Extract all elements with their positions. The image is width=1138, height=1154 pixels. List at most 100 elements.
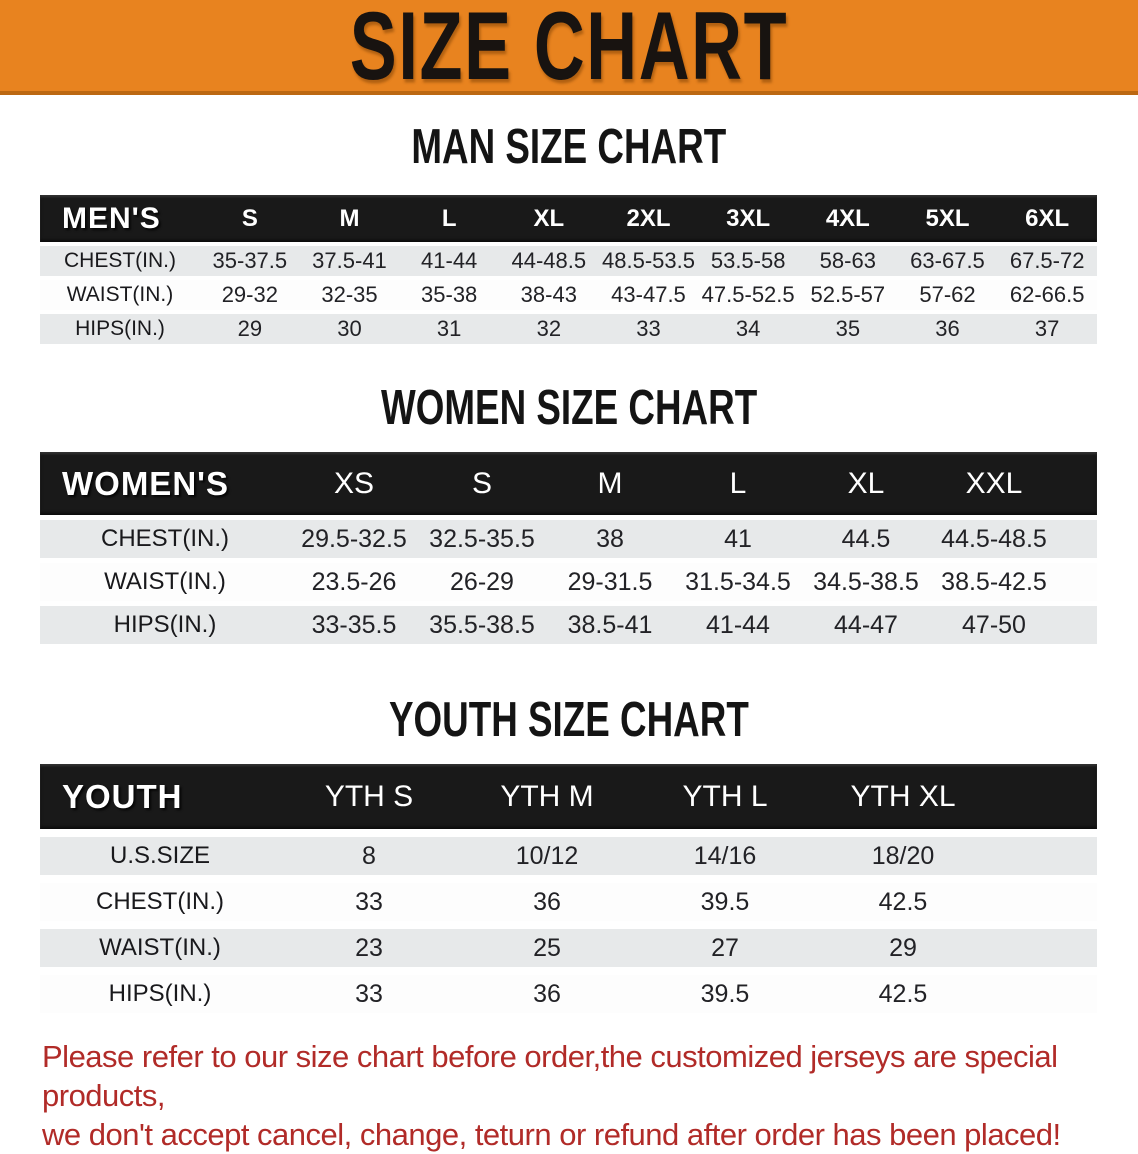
men-column-2xl: 2XL [626, 204, 671, 232]
women-chest-in-xxl: 44.5-48.5 [941, 524, 1047, 553]
women-hips-in-xxl: 47-50 [962, 610, 1026, 639]
youth-u-s-size-yth-l: 14/16 [693, 841, 757, 870]
women-chest-in-s: 32.5-35.5 [429, 524, 535, 553]
men-waist-in-2xl: 43-47.5 [611, 282, 686, 307]
youth-hips-in-yth-s: 33 [355, 979, 383, 1008]
men-column-5xl: 5XL [925, 204, 970, 232]
youth-waist-in-yth-xl: 29 [889, 933, 917, 962]
youth-row-hips-in: HIPS(IN.) 33 36 39.5 42.5 [40, 975, 1097, 1013]
men-size-table: MEN'S S M L XL 2XL 3XL 4XL 5XL 6XL CHEST(IN.) 35-37… [40, 195, 1097, 344]
women-chest-in-xs: 29.5-32.5 [301, 524, 407, 553]
women-section-heading: WOMEN SIZE CHART [0, 379, 1138, 435]
men-chest-in-4xl: 58-63 [819, 248, 876, 273]
youth-hips-in-yth-m: 36 [533, 979, 561, 1008]
youth-chest-in-yth-xl: 42.5 [878, 887, 928, 916]
banner-title: SIZE CHART [349, 0, 789, 95]
men-row-label-waist-in: WAIST(IN.) [66, 283, 174, 306]
men-hips-in-2xl: 33 [636, 316, 661, 341]
youth-waist-in-yth-s: 23 [355, 933, 383, 962]
men-row-waist-in: WAIST(IN.) 29-32 32-35 35-38 38-43 43-47.5 47.… [40, 280, 1097, 310]
women-section-heading-text: WOMEN SIZE CHART [380, 379, 758, 435]
women-column-s: S [471, 466, 492, 500]
men-row-hips-in: HIPS(IN.) 29 30 31 32 33 34 35 36 37 [40, 314, 1097, 344]
men-waist-in-3xl: 47.5-52.5 [701, 282, 795, 307]
youth-row-label-chest-in: CHEST(IN.) [96, 888, 224, 915]
women-waist-in-s: 26-29 [450, 567, 514, 596]
men-table-header: MEN'S S M L XL 2XL 3XL 4XL 5XL 6XL [40, 195, 1097, 242]
men-chest-in-5xl: 63-67.5 [910, 248, 985, 273]
women-hips-in-xs: 33-35.5 [311, 610, 397, 639]
youth-corner-label: YOUTH [62, 777, 183, 815]
men-section-heading-text: MAN SIZE CHART [411, 118, 727, 174]
banner: SIZE CHART [0, 0, 1138, 95]
women-hips-in-l: 41-44 [706, 610, 770, 639]
women-size-table: WOMEN'S XS S M L XL XXL CHEST(IN.) 29.5-32.5 32.5… [40, 452, 1097, 644]
men-column-3xl: 3XL [726, 204, 771, 232]
disclaimer-line-1: Please refer to our size chart before or… [42, 1039, 1058, 1113]
youth-section-heading-text: YOUTH SIZE CHART [389, 691, 749, 747]
youth-row-u-s-size: U.S.SIZE 8 10/12 14/16 18/20 [40, 837, 1097, 875]
youth-column-yth-m: YTH M [500, 779, 594, 813]
men-waist-in-4xl: 52.5-57 [810, 282, 886, 307]
youth-chest-in-yth-s: 33 [355, 887, 383, 916]
men-row-label-hips-in: HIPS(IN.) [75, 317, 165, 340]
women-row-label-chest-in: CHEST(IN.) [101, 525, 229, 552]
men-column-4xl: 4XL [825, 204, 870, 232]
men-hips-in-s: 29 [237, 316, 263, 341]
disclaimer: Please refer to our size chart before or… [42, 1037, 1118, 1154]
men-hips-in-6xl: 37 [1034, 316, 1060, 341]
men-waist-in-5xl: 57-62 [919, 282, 976, 307]
men-chest-in-m: 37.5-41 [312, 248, 387, 273]
men-column-xl: XL [533, 204, 565, 232]
youth-chest-in-yth-l: 39.5 [700, 887, 750, 916]
women-chest-in-l: 41 [724, 524, 752, 553]
women-waist-in-xxl: 38.5-42.5 [941, 567, 1047, 596]
youth-hips-in-yth-l: 39.5 [700, 979, 750, 1008]
youth-size-table: YOUTH YTH S YTH M YTH L YTH XL U.S.SIZE 8 10/12… [40, 764, 1097, 1013]
women-row-label-hips-in: HIPS(IN.) [113, 611, 217, 638]
men-chest-in-6xl: 67.5-72 [1009, 248, 1085, 273]
youth-row-label-hips-in: HIPS(IN.) [108, 980, 212, 1007]
women-hips-in-xl: 44-47 [834, 610, 898, 639]
men-column-l: L [441, 204, 457, 232]
youth-waist-in-yth-l: 27 [711, 933, 739, 962]
men-column-6xl: 6XL [1025, 204, 1070, 232]
men-hips-in-4xl: 35 [835, 316, 861, 341]
women-row-label-waist-in: WAIST(IN.) [104, 568, 226, 595]
men-chest-in-s: 35-37.5 [212, 248, 288, 273]
youth-row-label-waist-in: WAIST(IN.) [99, 934, 221, 961]
youth-u-s-size-yth-m: 10/12 [515, 841, 579, 870]
women-corner-label: WOMEN'S [62, 464, 230, 502]
youth-row-waist-in: WAIST(IN.) 23 25 27 29 [40, 929, 1097, 967]
women-column-m: M [597, 466, 623, 500]
youth-row-label-u-s-size: U.S.SIZE [109, 842, 211, 869]
women-waist-in-m: 29-31.5 [567, 567, 653, 596]
men-waist-in-6xl: 62-66.5 [1009, 282, 1085, 307]
women-row-hips-in: HIPS(IN.) 33-35.5 35.5-38.5 38.5-41 41-44 44-… [40, 606, 1097, 644]
disclaimer-line-2: we don't accept cancel, change, teturn o… [42, 1117, 1061, 1152]
youth-u-s-size-yth-s: 8 [362, 841, 376, 870]
youth-column-yth-xl: YTH XL [850, 779, 956, 813]
youth-column-yth-s: YTH S [324, 779, 414, 813]
youth-column-yth-l: YTH L [682, 779, 768, 813]
youth-u-s-size-yth-xl: 18/20 [871, 841, 935, 870]
women-column-xl: XL [847, 466, 885, 500]
women-column-xxl: XXL [965, 466, 1023, 500]
women-row-chest-in: CHEST(IN.) 29.5-32.5 32.5-35.5 38 41 44.5 44.5… [40, 520, 1097, 558]
women-waist-in-xs: 23.5-26 [311, 567, 397, 596]
women-table-header: WOMEN'S XS S M L XL XXL [40, 452, 1097, 515]
men-chest-in-xl: 44-48.5 [511, 248, 587, 273]
men-section-heading: MAN SIZE CHART [0, 118, 1138, 174]
men-waist-in-xl: 38-43 [520, 282, 577, 307]
men-hips-in-l: 31 [436, 316, 462, 341]
women-chest-in-m: 38 [596, 524, 624, 553]
youth-hips-in-yth-xl: 42.5 [878, 979, 928, 1008]
women-column-xs: XS [333, 466, 375, 500]
men-waist-in-m: 32-35 [321, 282, 378, 307]
men-chest-in-l: 41-44 [421, 248, 478, 273]
women-hips-in-m: 38.5-41 [567, 610, 653, 639]
men-waist-in-l: 35-38 [421, 282, 478, 307]
youth-row-chest-in: CHEST(IN.) 33 36 39.5 42.5 [40, 883, 1097, 921]
youth-table-header: YOUTH YTH S YTH M YTH L YTH XL [40, 764, 1097, 829]
